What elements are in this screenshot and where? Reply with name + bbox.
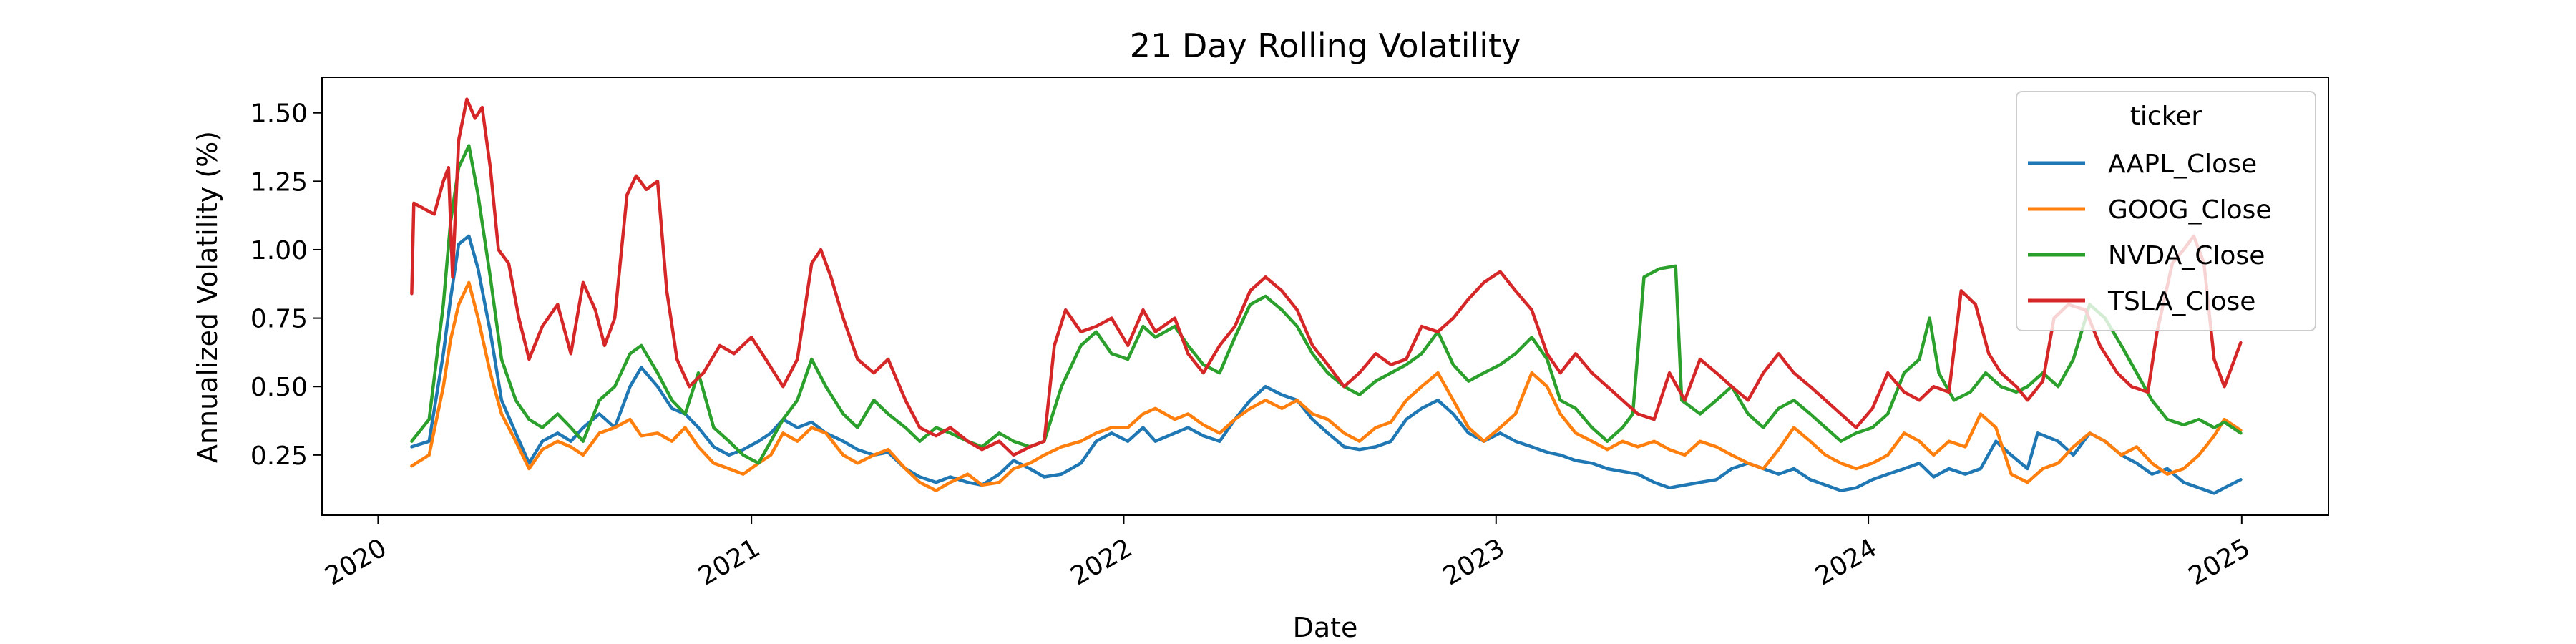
y-axis-label: Annualized Volatility (%): [192, 131, 223, 463]
y-tick-label: 1.25: [250, 167, 308, 197]
series-line-nvda-close: [410, 144, 2243, 465]
y-tick-label: 0.50: [250, 373, 308, 402]
series-line-goog-close: [410, 280, 2243, 492]
y-tick-label: 1.00: [250, 236, 308, 265]
plot-area: [410, 97, 2243, 495]
legend-label-tsla-close: TSLA_Close: [2107, 287, 2255, 316]
legend-frame: [2016, 91, 2316, 331]
y-axis: 0.25 0.50 0.75 1.00 1.25 1.50: [250, 99, 322, 471]
legend-label-aapl-close: AAPL_Close: [2108, 150, 2257, 179]
y-tick-label: 1.50: [250, 99, 308, 129]
series-line-tsla-close: [410, 97, 2243, 457]
x-tick-label: 2024: [1810, 533, 1882, 591]
x-tick-label: 2020: [320, 533, 391, 591]
x-tick-label: 2022: [1066, 533, 1138, 591]
plot-frame: [321, 77, 2329, 516]
legend-label-goog-close: GOOG_Close: [2108, 195, 2272, 225]
x-axis: 2020 2021 2022 2023 2024 2025: [320, 515, 2255, 592]
x-axis-label: Date: [1293, 612, 1358, 643]
chart-title: 21 Day Rolling Volatility: [1130, 26, 1521, 65]
legend-title: ticker: [2130, 102, 2202, 131]
x-tick-label: 2025: [2184, 533, 2255, 591]
legend: ticker AAPL_Close GOOG_Close NVDA_Close TSLA…: [2016, 91, 2316, 331]
y-tick-label: 0.75: [250, 305, 308, 334]
y-tick-label: 0.25: [250, 441, 308, 471]
legend-label-nvda-close: NVDA_Close: [2108, 241, 2265, 270]
x-tick-label: 2021: [693, 533, 765, 591]
x-tick-label: 2023: [1438, 533, 1510, 591]
